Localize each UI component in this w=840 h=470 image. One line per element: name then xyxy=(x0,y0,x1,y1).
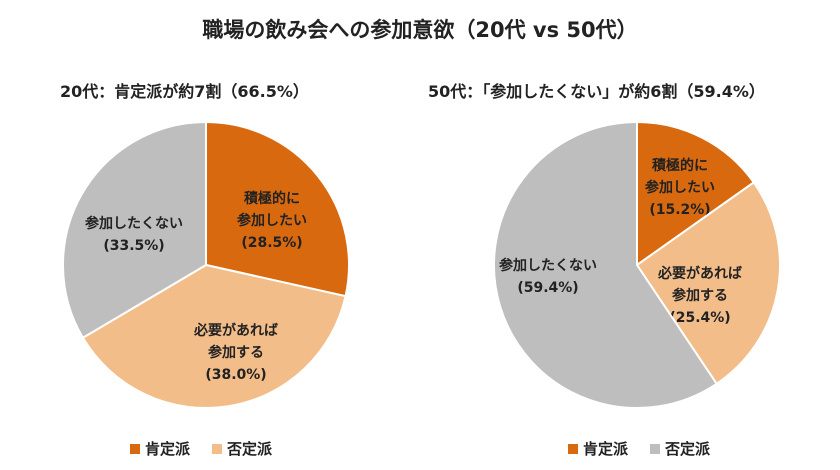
pie-slice xyxy=(493,120,719,409)
slice-label: 参加したくない(33.5%) xyxy=(85,215,183,254)
legend-label: 肯定派 xyxy=(583,440,629,458)
legend-item: 否定派 xyxy=(650,438,710,459)
legend-50s: 肯定派 否定派 xyxy=(568,438,710,459)
legend-label: 否定派 xyxy=(227,440,273,458)
subtitle-50s: 50代：「参加したくない」が約6割（59.4%） xyxy=(428,82,765,101)
pie-slice xyxy=(81,263,347,409)
slice-label: 必要があれば参加する(38.0%) xyxy=(193,322,278,383)
legend-swatch xyxy=(650,444,661,454)
slice-label: 積極的に参加したい(28.5%) xyxy=(237,190,307,251)
pie-slice xyxy=(205,120,350,298)
chart-title: 職場の飲み会への参加意欲（20代 vs 50代） xyxy=(202,18,638,42)
slice-label: 積極的に参加したい(15.2%) xyxy=(645,157,715,218)
subtitle-20s: 20代：肯定派が約7割（66.5%） xyxy=(60,82,309,101)
slice-label: 参加したくない(59.4%) xyxy=(499,257,597,296)
legend-swatch xyxy=(568,444,578,454)
pie-slice xyxy=(62,120,207,340)
pie-slice xyxy=(635,181,781,386)
pie-slice xyxy=(636,120,756,267)
slice-label: 必要があれば参加する(25.4%) xyxy=(657,265,742,326)
legend-swatch xyxy=(212,444,223,454)
legend-label: 肯定派 xyxy=(145,440,191,458)
legend-20s: 肯定派 否定派 xyxy=(130,438,272,459)
legend-swatch xyxy=(130,444,140,454)
legend-item: 否定派 xyxy=(212,438,272,459)
legend-item: 肯定派 xyxy=(130,438,190,459)
legend-label: 否定派 xyxy=(665,440,711,458)
legend-item: 肯定派 xyxy=(568,438,628,459)
